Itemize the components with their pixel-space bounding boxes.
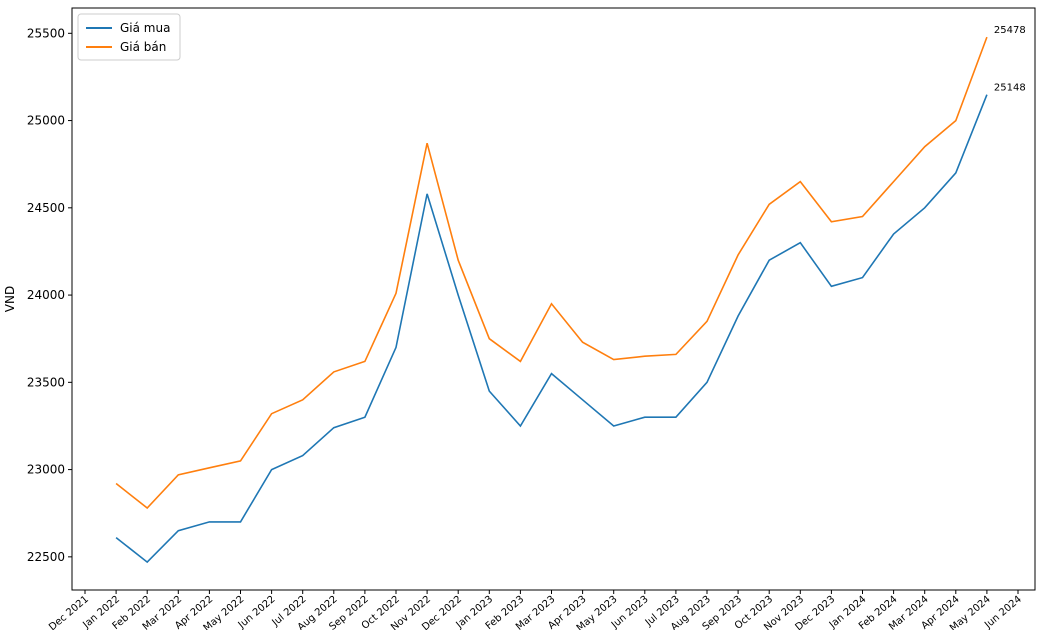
legend-box: [77, 13, 181, 61]
end-annotation: 25478: [994, 25, 1026, 36]
y-tick-label: 23500: [27, 375, 65, 389]
y-tick-label: 23000: [27, 463, 65, 477]
y-tick-label: 24000: [27, 288, 65, 302]
legend-label: Giá bán: [120, 40, 166, 54]
end-annotation: 25148: [994, 83, 1026, 94]
plot-frame: [71, 7, 1036, 591]
y-tick-label: 22500: [27, 550, 65, 564]
y-tick-label: 25000: [27, 114, 65, 128]
series-line: [115, 94, 988, 564]
y-axis-label: VND: [3, 286, 17, 312]
legend-label: Giá mua: [120, 21, 170, 35]
y-tick-label: 25500: [27, 26, 65, 40]
series-line: [115, 36, 988, 510]
y-tick-label: 24500: [27, 201, 65, 215]
